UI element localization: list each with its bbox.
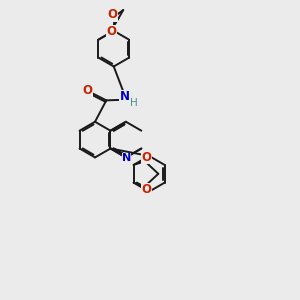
Text: N: N bbox=[120, 90, 130, 103]
Text: O: O bbox=[141, 151, 152, 164]
Text: H: H bbox=[130, 98, 137, 108]
Text: O: O bbox=[141, 183, 152, 196]
Text: O: O bbox=[82, 84, 93, 97]
Text: O: O bbox=[107, 8, 118, 21]
Text: N: N bbox=[122, 153, 131, 163]
Text: O: O bbox=[106, 25, 116, 38]
